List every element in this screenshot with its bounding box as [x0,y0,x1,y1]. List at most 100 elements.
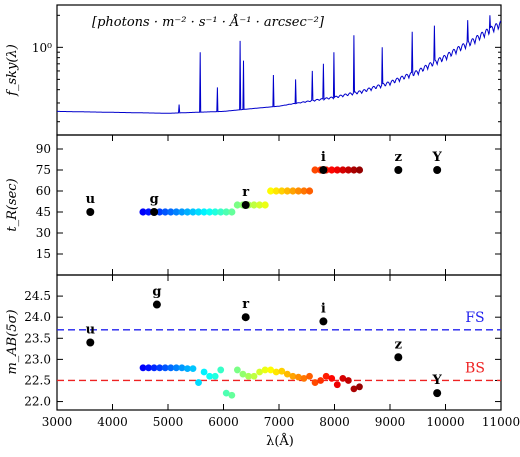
narrow-band-point [322,372,330,380]
narrow-band-point [172,208,180,216]
reference-line-label: BS [465,360,485,376]
narrow-band-point [294,187,303,195]
narrow-band-point [228,391,236,399]
sky-spectrum-line [57,15,502,114]
narrow-band-point [317,377,325,384]
sky-spectrum-panel: [photons · m⁻² · s⁻¹ · Å⁻¹ · arcsec⁻²] f… [5,4,502,136]
narrow-band-point [178,364,186,372]
depth-panel: m_AB(5σ) λ(Å) 3000 4000 5000 6000 7000 8000 90… [5,274,520,449]
narrow-band-point [195,379,202,386]
narrow-band-point [139,364,147,372]
broad-band-label: r [242,297,249,312]
x-tick-label: 9000 [375,415,406,429]
narrow-band-point [233,366,241,374]
narrow-band-point [328,374,336,382]
narrow-band-point [356,383,363,391]
panel-2-ytick-label: 15 [36,247,51,261]
broad-band-label: g [150,192,159,207]
narrow-band-point [217,366,225,374]
narrow-band-point [206,372,214,380]
broad-band-label: i [321,150,326,165]
narrow-band-point [156,208,164,216]
broad-band-point [433,389,442,398]
panel-3-ylabel: m_AB(5σ) [5,309,20,374]
panel-2-ytick-label: 60 [36,184,51,198]
x-tick-label: 8000 [319,415,350,429]
x-axis-label: λ(Å) [266,433,294,449]
narrow-band-point [306,372,313,380]
narrow-band-point [305,187,314,195]
broad-band-point [394,166,403,174]
narrow-band-point [239,370,247,378]
narrow-band-point [167,208,175,216]
broad-band-point [433,166,442,174]
panel-3-ytick-label: 22.5 [24,373,51,387]
narrow-band-point [250,201,258,209]
narrow-band-point [311,166,319,174]
broad-band-point [150,208,159,216]
narrow-band-point [278,187,286,195]
narrow-band-point [256,368,263,376]
narrow-band-point [272,368,280,376]
broad-band-point [319,166,328,174]
narrow-band-point [267,187,275,195]
narrow-band-point [261,201,269,209]
narrow-band-point [178,208,186,216]
narrow-band-point [172,364,180,372]
x-tick-label: 11000 [482,415,520,429]
panel-3-ytick-label: 23.0 [24,352,51,366]
x-tick-label: 5000 [153,415,184,429]
narrow-band-point [194,208,203,216]
panel-1-ytick-label: 10⁰ [32,41,52,55]
narrow-band-point [289,372,297,380]
narrow-band-point [355,166,364,174]
narrow-band-point [272,187,280,195]
broad-band-label: Y [432,150,443,165]
broad-band-label: i [321,301,326,316]
broad-band-label: g [152,285,161,300]
exposure-time-panel: t_R(sec) 15 30 45 60 75 90 u g r i z Y [5,134,502,276]
narrow-band-point [344,166,352,174]
narrow-band-point [250,372,258,380]
broad-band-label: z [395,150,402,165]
narrow-band-point [300,374,308,382]
panel-3-ytick-label: 24.0 [24,310,51,324]
narrow-band-point [200,368,208,376]
narrow-band-point [233,201,241,209]
narrow-band-point [139,208,147,216]
broad-band-point [86,208,95,216]
panel-2-ylabel: t_R(sec) [5,178,20,231]
panel-2-ytick-label: 90 [36,142,51,156]
narrow-band-point [255,201,264,209]
narrow-band-point [222,208,230,216]
narrow-band-point [189,365,197,373]
x-tick-label: 6000 [208,415,239,429]
narrow-band-point [333,166,341,174]
narrow-band-point [150,364,158,372]
narrow-band-point [183,208,192,216]
panel-3-ytick-label: 22.0 [24,395,51,409]
broad-band-label: Y [432,373,443,388]
narrow-band-point [156,364,164,372]
narrow-band-point [189,208,197,216]
narrow-band-point [228,208,236,216]
narrow-band-point [339,166,347,174]
narrow-band-point [333,381,341,389]
narrow-band-point [261,366,269,374]
panel-2-ytick-label: 30 [36,226,51,240]
broad-band-label: u [86,192,95,207]
panel-3-ytick-label: 24.5 [24,289,51,303]
narrow-band-point [161,364,169,372]
narrow-band-point [289,187,297,195]
broad-band-label: r [242,185,249,200]
broad-band-point [241,201,250,209]
panel-3-frame [56,274,502,411]
narrow-band-point [206,208,214,216]
narrow-band-point [328,166,336,174]
narrow-band-point [283,370,291,378]
broad-band-point [241,313,250,322]
narrow-band-point [278,367,286,375]
narrow-band-point [167,364,175,372]
broad-band-point [152,300,161,309]
